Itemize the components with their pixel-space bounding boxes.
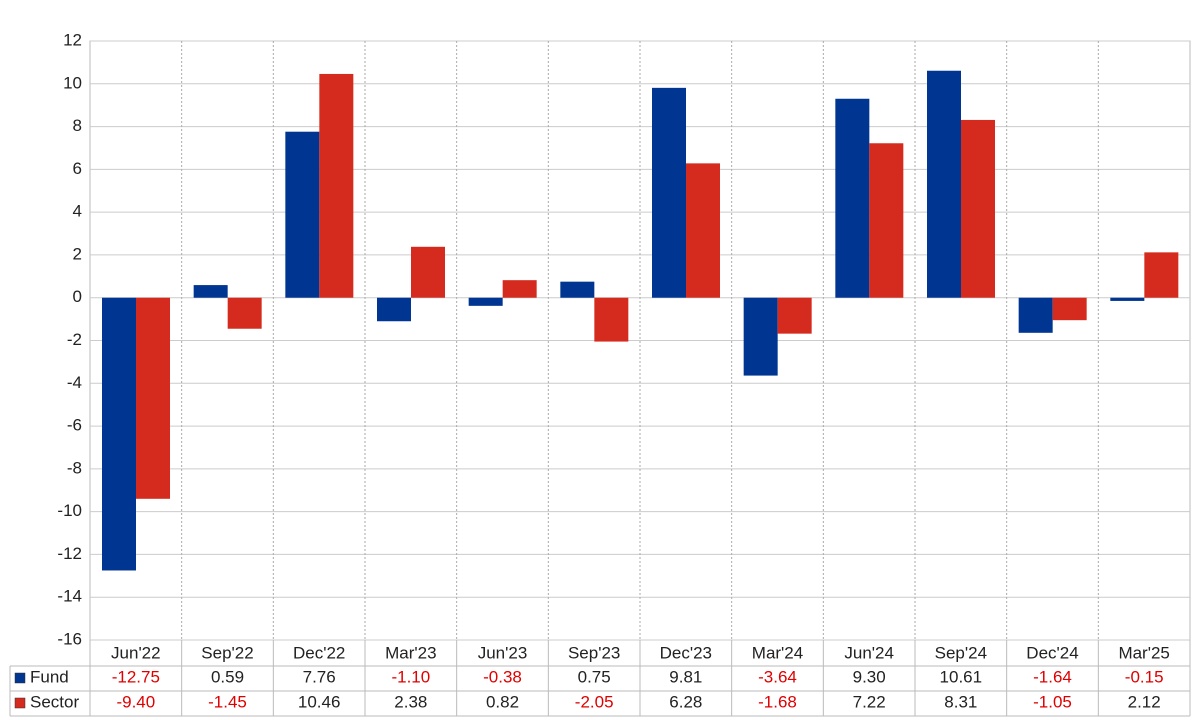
bar	[136, 297, 170, 499]
bar	[411, 246, 445, 298]
x-tick-label: Sep'24	[935, 643, 987, 662]
y-tick-label: 6	[73, 159, 82, 178]
y-tick-label: 4	[73, 202, 82, 221]
y-tick-label: -6	[67, 416, 82, 435]
bar	[319, 73, 354, 298]
value-label: 7.22	[853, 692, 886, 711]
y-tick-label: 2	[73, 244, 82, 263]
value-label: -2.05	[575, 692, 614, 711]
bar	[1110, 297, 1145, 301]
value-label: -1.45	[208, 692, 247, 711]
value-label: -12.75	[112, 667, 160, 686]
bar	[468, 297, 503, 306]
value-label: 10.61	[940, 667, 983, 686]
y-tick-label: -14	[57, 587, 82, 606]
value-label: -1.68	[758, 692, 797, 711]
y-tick-label: -10	[57, 501, 82, 520]
bar	[1052, 297, 1087, 321]
y-tick-label: -16	[57, 629, 82, 648]
value-label: 2.38	[394, 692, 427, 711]
bar	[961, 119, 995, 298]
y-tick-label: 8	[73, 116, 82, 135]
bar	[927, 70, 961, 298]
x-tick-label: Dec'23	[660, 643, 712, 662]
y-tick-label: 0	[73, 287, 82, 306]
bar	[869, 143, 904, 298]
bar	[1018, 297, 1053, 333]
bar	[102, 297, 136, 571]
x-tick-label: Sep'22	[201, 643, 253, 662]
value-label: -1.64	[1033, 667, 1072, 686]
legend-label: Sector	[30, 692, 79, 711]
value-label: 6.28	[669, 692, 702, 711]
value-label: -0.15	[1125, 667, 1164, 686]
value-label: -3.64	[758, 667, 797, 686]
value-label: 0.82	[486, 692, 519, 711]
bar	[193, 285, 228, 298]
value-label: 8.31	[944, 692, 977, 711]
legend-swatch	[14, 672, 26, 684]
value-label: 9.81	[669, 667, 702, 686]
x-tick-label: Jun'23	[478, 643, 528, 662]
bar	[652, 87, 686, 298]
value-label: -0.38	[483, 667, 522, 686]
x-tick-label: Dec'24	[1026, 643, 1078, 662]
legend-label: Fund	[30, 667, 69, 686]
y-tick-label: -12	[57, 544, 82, 563]
value-label: 9.30	[853, 667, 886, 686]
bar	[285, 131, 320, 298]
value-label: 7.76	[303, 667, 336, 686]
bar	[377, 297, 411, 322]
value-label: 0.75	[578, 667, 611, 686]
value-label: 2.12	[1128, 692, 1161, 711]
x-tick-label: Jun'24	[844, 643, 894, 662]
value-label: 10.46	[298, 692, 341, 711]
bar	[594, 297, 629, 342]
bar	[502, 280, 537, 298]
y-tick-label: -8	[67, 458, 82, 477]
y-tick-label: 12	[63, 30, 82, 49]
bar	[777, 297, 812, 334]
bar	[835, 98, 870, 298]
x-tick-label: Mar'24	[752, 643, 803, 662]
bar	[560, 281, 595, 298]
bar	[686, 163, 720, 298]
y-tick-label: -4	[67, 373, 82, 392]
value-label: -9.40	[116, 692, 155, 711]
value-label: -1.10	[391, 667, 430, 686]
y-tick-label: 10	[63, 73, 82, 92]
x-tick-label: Mar'23	[385, 643, 436, 662]
legend-swatch	[14, 697, 26, 709]
bar	[743, 297, 778, 376]
bar	[227, 297, 262, 329]
value-label: 0.59	[211, 667, 244, 686]
x-tick-label: Mar'25	[1118, 643, 1169, 662]
bar	[1144, 252, 1179, 298]
value-label: -1.05	[1033, 692, 1072, 711]
x-tick-label: Dec'22	[293, 643, 345, 662]
y-tick-label: -2	[67, 330, 82, 349]
x-tick-label: Sep'23	[568, 643, 620, 662]
x-tick-label: Jun'22	[111, 643, 161, 662]
